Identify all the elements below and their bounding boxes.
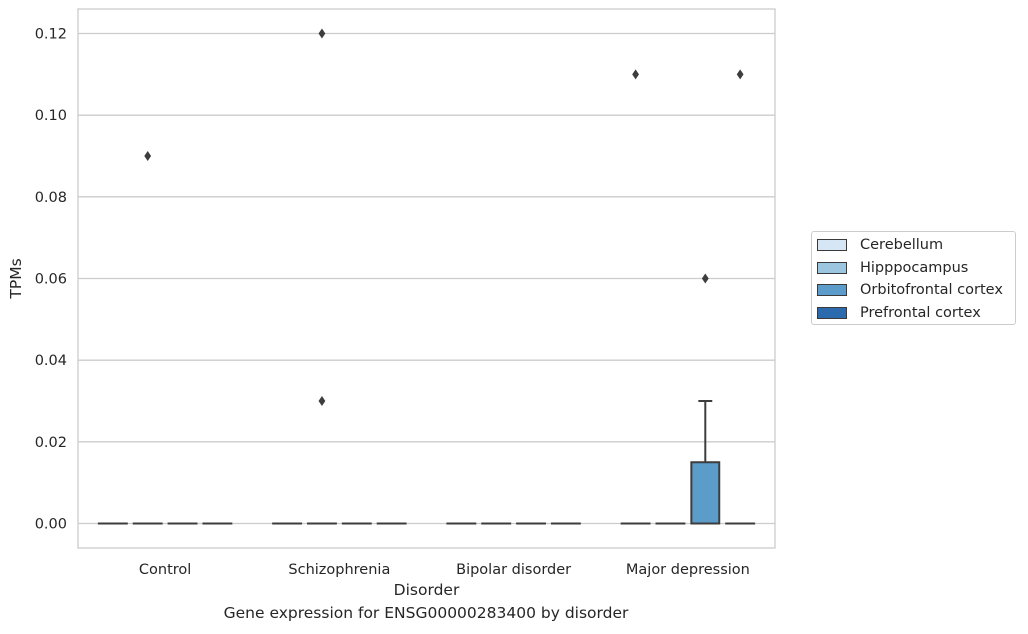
plot-frame — [77, 8, 776, 549]
outlier-point — [318, 396, 326, 406]
y-tick-label: 0.08 — [35, 190, 67, 206]
x-tick-label: Schizophrenia — [288, 562, 390, 578]
y-tick-label: 0.10 — [35, 108, 67, 124]
outlier-point — [632, 69, 639, 80]
y-tick-label: 0.06 — [35, 272, 67, 288]
y-tick-label: 0.00 — [35, 517, 67, 533]
chart-title: Gene expression for ENSG00000283400 by d… — [223, 604, 629, 622]
box-0-1 — [132, 151, 163, 525]
legend-label: Prefrontal cortex — [860, 304, 981, 321]
y-tick-label: 0.04 — [35, 353, 67, 369]
y-tick-label: 0.02 — [35, 435, 67, 451]
legend-swatch — [817, 284, 847, 297]
x-tick-labels: Control Schizophrenia Bipolar disorder Majo… — [139, 562, 750, 578]
box-1-1 — [307, 28, 337, 525]
legend-item-cerebellum: Cerebellum — [817, 234, 1015, 257]
y-axis-label: TPMs — [7, 258, 25, 299]
outlier-point — [736, 69, 744, 80]
legend-swatch — [817, 261, 847, 274]
box-3-2 — [690, 273, 721, 525]
outlier-point — [144, 151, 152, 161]
y-tick-labels: 0.00 0.02 0.04 0.06 0.08 0.10 0.12 — [35, 27, 67, 533]
box — [690, 461, 721, 525]
boxes — [97, 28, 756, 525]
box-3-3 — [725, 69, 756, 525]
legend-item-orbitofrontal-cortex: Orbitofrontal cortex — [817, 279, 1015, 302]
box-3-0 — [620, 69, 651, 525]
legend-swatch — [817, 239, 847, 252]
legend-label: Hipppocampus — [860, 259, 969, 276]
legend-label: Cerebellum — [860, 237, 944, 254]
x-tick-label: Major depression — [626, 562, 750, 578]
legend-swatch — [817, 306, 847, 319]
legend-item-hippocampus: Hipppocampus — [817, 257, 1015, 280]
legend-label: Orbitofrontal cortex — [860, 282, 1003, 299]
outlier-point — [701, 273, 709, 284]
x-axis-label: Disorder — [394, 581, 460, 599]
y-tick-label: 0.12 — [35, 27, 67, 43]
outlier-point — [318, 28, 326, 39]
gridlines — [78, 32, 775, 525]
legend-item-prefrontal-cortex: Prefrontal cortex — [817, 302, 1015, 325]
x-tick-label: Control — [139, 562, 191, 578]
x-tick-label: Bipolar disorder — [456, 562, 571, 578]
legend: Cerebellum Hipppocampus Orbitofrontal co… — [811, 231, 1016, 325]
